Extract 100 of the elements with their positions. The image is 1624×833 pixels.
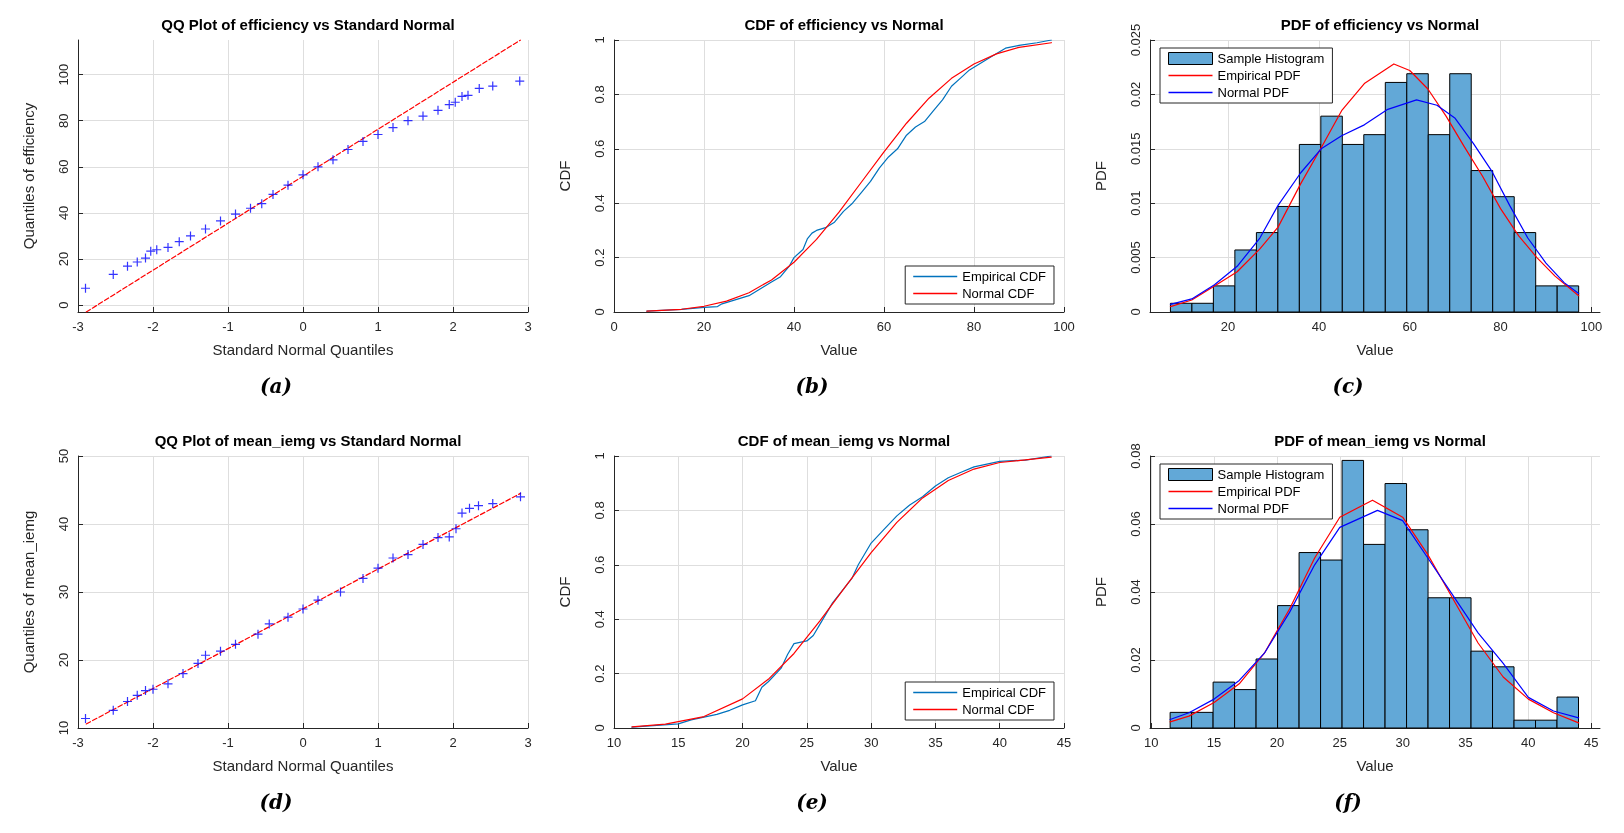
- x-tick-label: 100: [1580, 319, 1603, 334]
- text: (c): [1332, 374, 1364, 398]
- point: [487, 81, 498, 92]
- point: [372, 129, 384, 140]
- x-tick-label: 30: [863, 735, 879, 750]
- point: [177, 668, 189, 679]
- point: [132, 256, 143, 268]
- point: [162, 242, 174, 253]
- point: [215, 215, 226, 227]
- legend-label: Empirical CDF: [962, 269, 1047, 284]
- point: [185, 230, 196, 242]
- y-tick-label: 1: [592, 452, 607, 460]
- y-tick-label: 0: [1128, 724, 1143, 732]
- point: [297, 169, 309, 180]
- point: [417, 110, 429, 122]
- y-tick-label: 0.4: [592, 194, 607, 213]
- legend-label: Empirical PDF: [1217, 484, 1301, 499]
- x-axis-title: Standard Normal Quantiles: [212, 757, 394, 774]
- y-tick-label: 0.8: [592, 85, 607, 104]
- x-tick-label: -1: [222, 735, 234, 750]
- y-tick-label: 0.02: [1128, 81, 1143, 108]
- x-tick-label: 0: [610, 319, 618, 334]
- x-tick-label: 3: [524, 735, 532, 750]
- point: [264, 618, 275, 630]
- x-tick-label: 40: [786, 319, 802, 334]
- y-tick-label: 20: [56, 652, 71, 668]
- legend-label: Sample Histogram: [1217, 467, 1325, 482]
- text: (a): [260, 374, 292, 398]
- point: [282, 612, 294, 623]
- y-tick-label: 40: [56, 516, 71, 532]
- y-tick-label: 0.6: [592, 555, 607, 574]
- legend-label: Empirical PDF: [1217, 68, 1301, 83]
- point: [357, 573, 369, 584]
- point: [462, 90, 474, 101]
- point: [372, 563, 384, 574]
- y-tick-label: 0.02: [1128, 647, 1143, 673]
- y-tick-label: 0.01: [1128, 190, 1143, 216]
- point: [140, 252, 151, 264]
- point: [200, 223, 211, 235]
- point: [312, 595, 324, 606]
- x-axis-title: Standard Normal Quantiles: [212, 341, 394, 358]
- point: [192, 658, 204, 669]
- point: [444, 531, 455, 543]
- x-tick-label: 30: [1395, 735, 1410, 750]
- x-tick-label: 40: [1311, 319, 1327, 334]
- chart-title: QQ Plot of efficiency vs Standard Normal: [161, 16, 455, 33]
- y-axis-title: Quantiles of mean_iemg: [20, 510, 37, 674]
- x-tick-label: 100: [1053, 319, 1075, 334]
- y-axis-title: CDF: [556, 160, 573, 192]
- y-tick-label: 100: [56, 63, 71, 86]
- x-tick-label: 20: [1269, 735, 1285, 750]
- chart-title: CDF of mean_iemg vs Normal: [737, 432, 951, 449]
- text: (b): [795, 374, 829, 398]
- text: (e): [796, 790, 828, 814]
- x-tick-label: -1: [222, 319, 234, 334]
- point: [514, 75, 525, 87]
- x-tick-label: 0: [299, 735, 307, 750]
- point: [402, 549, 414, 560]
- x-tick-label: 0: [299, 319, 307, 334]
- y-axis-title: CDF: [556, 576, 573, 608]
- y-axis-title: PDF: [1092, 161, 1109, 191]
- x-tick-label: -3: [72, 735, 84, 750]
- point: [432, 105, 444, 116]
- x-tick-label: 20: [1220, 319, 1236, 334]
- legend-label: Empirical CDF: [962, 685, 1047, 700]
- point: [297, 603, 309, 615]
- y-tick-label: 0: [1128, 308, 1143, 316]
- y-tick-label: 0.2: [592, 248, 607, 267]
- x-tick-label: 10: [1144, 735, 1159, 750]
- y-tick-label: 0: [592, 724, 607, 732]
- point: [162, 678, 174, 689]
- y-tick-label: 60: [56, 159, 71, 175]
- y-tick-label: 1: [592, 36, 607, 44]
- x-tick-label: 60: [1402, 319, 1417, 334]
- x-tick-label: -2: [147, 319, 159, 334]
- y-tick-label: 0.8: [592, 501, 607, 520]
- y-tick-label: 50: [56, 448, 71, 464]
- legend-label: Normal PDF: [1217, 85, 1290, 100]
- x-tick-label: 15: [1206, 735, 1222, 750]
- legend-label: Normal CDF: [962, 286, 1035, 301]
- y-tick-label: 20: [56, 251, 71, 267]
- point: [252, 629, 264, 640]
- y-tick-label: 0.005: [1128, 241, 1143, 274]
- y-tick-label: 0.06: [1128, 511, 1143, 537]
- y-tick-label: 0.6: [592, 139, 607, 158]
- x-tick-label: 2: [449, 319, 457, 334]
- x-tick-label: 80: [1493, 319, 1508, 334]
- chart-title: PDF of mean_iemg vs Normal: [1274, 432, 1486, 449]
- x-tick-label: 2: [449, 735, 457, 750]
- point: [456, 91, 468, 102]
- y-tick-label: 80: [56, 113, 71, 128]
- y-tick-label: 0.08: [1128, 443, 1143, 469]
- x-tick-label: 45: [1056, 735, 1072, 750]
- point: [267, 189, 279, 200]
- y-tick-label: 0: [592, 308, 607, 316]
- point: [147, 684, 159, 695]
- x-tick-label: 80: [966, 319, 982, 334]
- x-tick-label: 40: [992, 735, 1007, 750]
- chart-title: CDF of efficiency vs Normal: [744, 16, 944, 33]
- y-tick-label: 0.04: [1128, 579, 1143, 605]
